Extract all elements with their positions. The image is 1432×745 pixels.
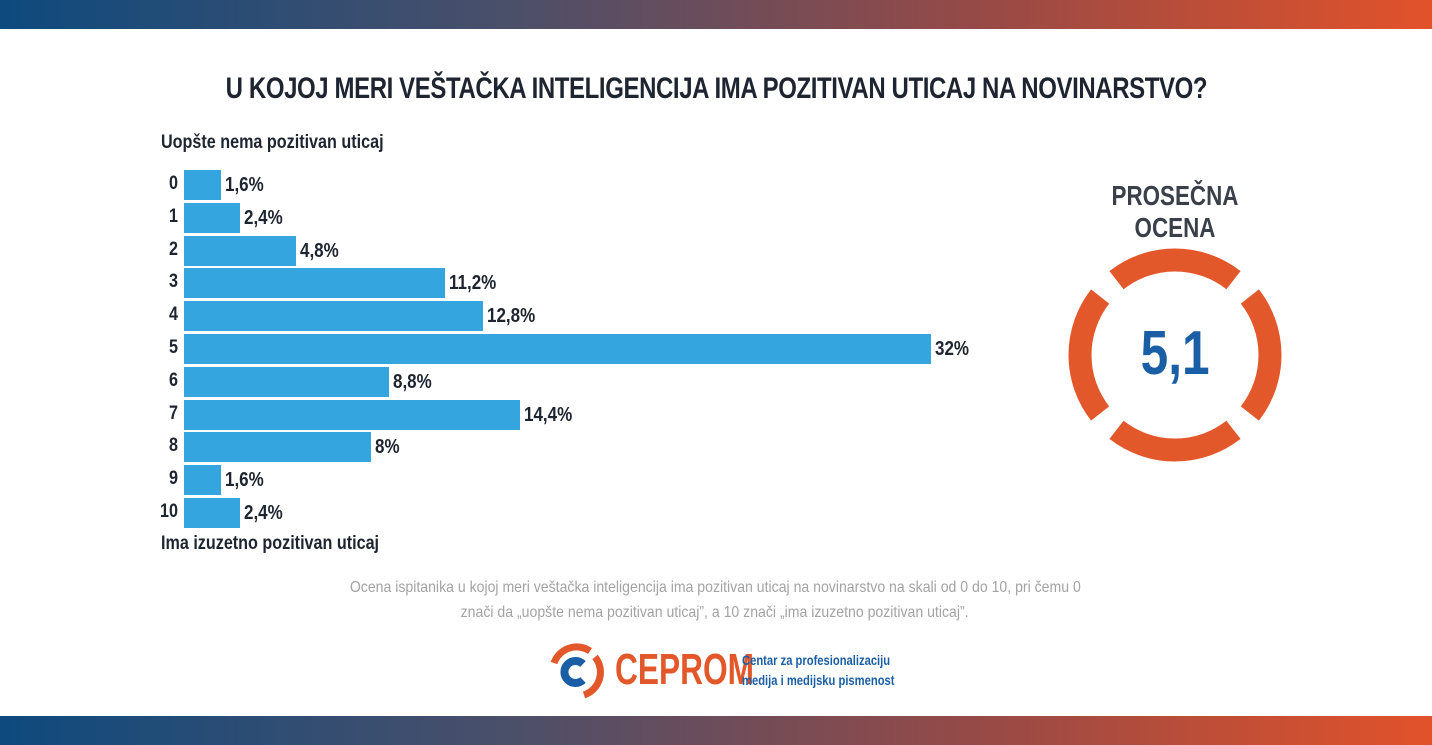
ring-segment bbox=[1109, 248, 1241, 290]
ceprom-logo-icon bbox=[550, 643, 604, 699]
bar-1 bbox=[184, 202, 241, 233]
top-scale-label: Uopšte nema pozitivan uticaj bbox=[161, 132, 384, 153]
brand-tagline-line-2: medija i medijsku pismenost bbox=[742, 672, 895, 688]
value-label: 14,4% bbox=[524, 403, 573, 426]
bar-8 bbox=[184, 432, 371, 463]
category-label: 5 bbox=[169, 337, 178, 358]
bottom-gradient-band bbox=[0, 716, 1432, 745]
ring-segment bbox=[1240, 289, 1282, 421]
value-label: 8,8% bbox=[393, 370, 433, 393]
bar-3 bbox=[184, 268, 446, 299]
category-label: 0 bbox=[169, 173, 178, 194]
bar-2 bbox=[184, 235, 297, 266]
brand-tagline-line-1: Centar za profesionalizaciju bbox=[742, 652, 891, 668]
brand-name: CEPROM bbox=[615, 645, 755, 694]
category-label: 3 bbox=[169, 271, 178, 293]
value-label: 11,2% bbox=[449, 272, 497, 295]
value-label: 2,4% bbox=[244, 502, 283, 524]
average-title-text: PROSEČNA OCENA bbox=[1111, 180, 1239, 243]
value-label: 4,8% bbox=[300, 239, 339, 262]
value-label: 8% bbox=[374, 436, 400, 459]
chart-title: U KOJOJ MERI VEŠTAČKA INTELIGENCIJA IMA … bbox=[0, 72, 1432, 106]
category-label: 9 bbox=[169, 468, 178, 490]
value-label: 12,8% bbox=[486, 305, 536, 328]
bar-10 bbox=[184, 498, 241, 528]
average-ring-icon bbox=[1068, 248, 1282, 462]
category-label: 4 bbox=[169, 304, 178, 326]
bar-6 bbox=[184, 366, 390, 397]
ring-segment bbox=[1109, 420, 1241, 462]
chart-title-text: U KOJOJ MERI VEŠTAČKA INTELIGENCIJA IMA … bbox=[225, 72, 1207, 105]
footnote-line-1: Ocena ispitanika u kojoj meri veštačka i… bbox=[349, 579, 1081, 596]
bar-7 bbox=[184, 399, 521, 430]
category-label: 8 bbox=[169, 435, 178, 457]
average-value: 5,1 bbox=[1068, 318, 1282, 389]
value-label: 1,6% bbox=[225, 469, 265, 492]
average-value-text: 5,1 bbox=[1140, 319, 1210, 388]
category-label: 1 bbox=[169, 205, 178, 227]
category-label: 2 bbox=[169, 238, 178, 260]
average-title: PROSEČNA OCENA bbox=[1060, 180, 1290, 244]
bar-4 bbox=[184, 301, 483, 332]
bar-9 bbox=[184, 465, 222, 496]
category-label: 7 bbox=[169, 402, 178, 424]
bar-0 bbox=[184, 170, 222, 200]
value-label: 32% bbox=[935, 338, 970, 360]
value-label: 1,6% bbox=[225, 174, 265, 196]
category-label: 6 bbox=[169, 369, 178, 391]
value-label: 2,4% bbox=[244, 206, 283, 229]
footnote-line-2: znači da „uopšte nema pozitivan uticaj”,… bbox=[461, 604, 969, 621]
brand-tagline: Centar za profesionalizaciju medija i me… bbox=[742, 650, 895, 690]
top-gradient-band bbox=[0, 0, 1432, 29]
bar-5 bbox=[184, 334, 931, 364]
ring-segment bbox=[1068, 289, 1110, 421]
category-label: 10 bbox=[160, 501, 178, 522]
bottom-scale-label: Ima izuzetno pozitivan uticaj bbox=[161, 533, 380, 554]
footnote: Ocena ispitanika u kojoj meri veštačka i… bbox=[250, 575, 1180, 625]
